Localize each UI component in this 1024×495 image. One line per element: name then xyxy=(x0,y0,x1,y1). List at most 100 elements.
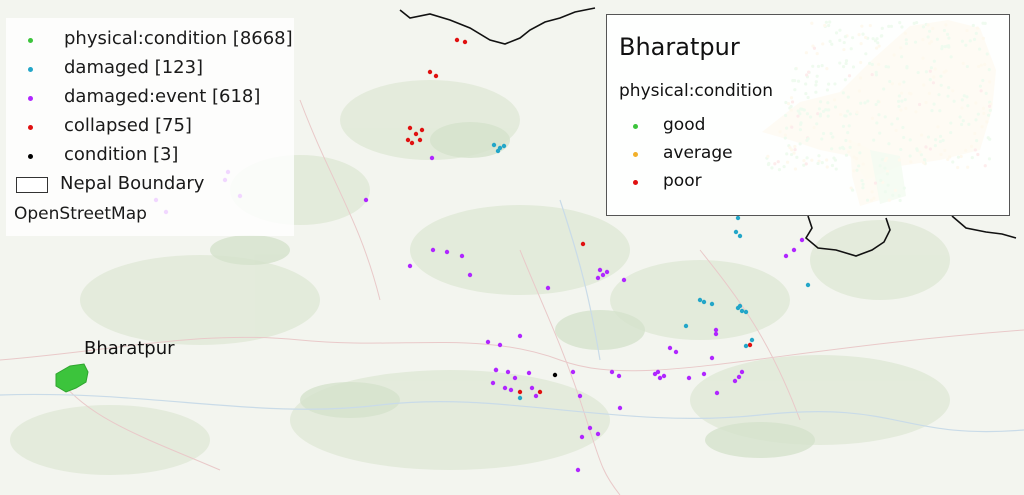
legend-dot-icon xyxy=(28,38,33,43)
point-damaged-event xyxy=(529,385,535,391)
point-collapsed xyxy=(462,39,468,45)
inset-title: Bharatpur xyxy=(619,33,740,61)
roads xyxy=(0,99,1024,495)
point-damaged-event xyxy=(505,369,511,375)
point-damaged-event xyxy=(713,331,719,337)
point-damaged-event xyxy=(570,369,576,375)
point-damaged-event xyxy=(526,370,532,376)
point-damaged xyxy=(733,229,739,235)
point-damaged-event xyxy=(732,378,738,384)
point-damaged-event xyxy=(621,277,627,283)
inset-legend-label: poor xyxy=(663,171,702,191)
point-collapsed xyxy=(413,131,419,137)
point-damaged-event xyxy=(791,247,797,253)
rivers xyxy=(0,199,1024,433)
point-collapsed xyxy=(409,140,415,146)
point-collapsed xyxy=(407,125,413,131)
point-damaged xyxy=(501,143,507,149)
point-damaged-event xyxy=(783,253,789,259)
point-damaged xyxy=(517,395,523,401)
point-physical-condition xyxy=(71,379,77,385)
basemap-label: OpenStreetMap xyxy=(14,204,147,224)
point-damaged-event xyxy=(485,339,491,345)
place-label-bharatpur: Bharatpur xyxy=(84,338,175,359)
point-collapsed xyxy=(417,137,423,143)
point-collapsed xyxy=(405,137,411,143)
legend-label: condition [3] xyxy=(64,144,179,165)
point-damaged-event xyxy=(595,275,601,281)
point-damaged-event xyxy=(517,333,523,339)
point-damaged-event xyxy=(604,269,610,275)
legend-label: physical:condition [8668] xyxy=(64,28,293,49)
inset-subtitle: physical:condition xyxy=(619,81,774,101)
point-damaged xyxy=(701,299,707,305)
point-damaged-event xyxy=(657,375,663,381)
point-collapsed xyxy=(433,73,439,79)
point-physical-condition xyxy=(63,381,69,387)
point-physical-condition xyxy=(67,369,73,375)
point-physical-condition xyxy=(79,373,85,379)
points-layer xyxy=(59,37,811,473)
legend-label: damaged [123] xyxy=(64,57,204,78)
point-damaged-event xyxy=(616,373,622,379)
legend-dot-icon xyxy=(633,152,638,157)
point-damaged-event xyxy=(533,393,539,399)
point-damaged-event xyxy=(714,390,720,396)
point-damaged xyxy=(743,343,749,349)
point-collapsed xyxy=(580,241,586,247)
point-damaged xyxy=(739,308,745,314)
point-damaged xyxy=(697,297,703,303)
point-damaged-event xyxy=(701,371,707,377)
point-damaged xyxy=(683,323,689,329)
point-damaged-event xyxy=(490,380,496,386)
terrain-patches-dark xyxy=(210,122,815,458)
point-damaged-event xyxy=(655,369,661,375)
point-damaged xyxy=(743,309,749,315)
point-collapsed xyxy=(537,389,543,395)
point-collapsed xyxy=(747,342,753,348)
point-damaged-event xyxy=(597,267,603,273)
point-damaged-event xyxy=(363,197,369,203)
point-damaged-event xyxy=(799,237,805,243)
point-damaged xyxy=(495,148,501,154)
point-damaged-event xyxy=(429,155,435,161)
nepal-boundary xyxy=(399,7,1017,257)
point-damaged xyxy=(737,233,743,239)
point-damaged-event xyxy=(467,272,473,278)
point-damaged-event xyxy=(709,355,715,361)
boundary-swatch-icon xyxy=(16,177,48,193)
point-damaged-event xyxy=(661,373,667,379)
point-damaged xyxy=(491,142,497,148)
point-physical-condition xyxy=(59,375,65,381)
point-damaged xyxy=(805,282,811,288)
point-damaged xyxy=(709,301,715,307)
point-damaged-event xyxy=(739,369,745,375)
point-condition xyxy=(552,372,558,378)
point-damaged-event xyxy=(600,272,606,278)
point-damaged-event xyxy=(617,405,623,411)
inset-legend-label: average xyxy=(663,143,733,163)
point-damaged-event xyxy=(579,434,585,440)
point-damaged xyxy=(735,215,741,221)
legend-dot-icon xyxy=(28,154,33,159)
legend-label: collapsed [75] xyxy=(64,115,192,136)
point-damaged-event xyxy=(493,367,499,373)
legend-dot-icon xyxy=(28,67,33,72)
point-damaged xyxy=(749,337,755,343)
map-legend: physical:condition [8668] damaged [123] … xyxy=(6,18,294,236)
point-damaged-event xyxy=(587,425,593,431)
point-damaged-event xyxy=(577,393,583,399)
point-collapsed xyxy=(419,127,425,133)
inset-legend-label: good xyxy=(663,115,706,135)
legend-dot-icon xyxy=(633,124,638,129)
point-damaged-event xyxy=(459,253,465,259)
point-damaged-event xyxy=(545,285,551,291)
point-damaged-event xyxy=(502,385,508,391)
point-damaged-event xyxy=(673,349,679,355)
point-damaged-event xyxy=(667,345,673,351)
point-damaged-event xyxy=(407,263,413,269)
point-damaged-event xyxy=(508,387,514,393)
legend-dot-icon xyxy=(633,180,638,185)
point-damaged-event xyxy=(736,374,742,380)
